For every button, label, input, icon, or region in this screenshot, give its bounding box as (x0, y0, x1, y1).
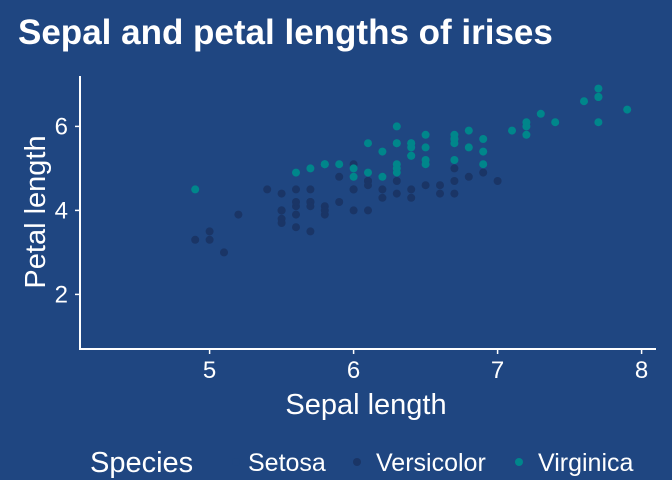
point-versicolor (450, 177, 459, 185)
x-tick-label: 6 (347, 357, 360, 384)
point-versicolor (277, 219, 286, 227)
point-versicolor (407, 193, 416, 202)
point-versicolor (450, 189, 459, 198)
point-virginica (479, 160, 488, 169)
point-virginica (349, 172, 358, 181)
point-versicolor (263, 185, 272, 194)
point-virginica (292, 168, 300, 177)
point-virginica (392, 164, 401, 173)
point-versicolor (479, 168, 488, 177)
point-versicolor (292, 223, 300, 232)
point-versicolor (364, 181, 372, 190)
point-versicolor (320, 206, 329, 215)
point-versicolor (292, 185, 300, 194)
point-virginica (335, 160, 344, 169)
point-virginica (407, 143, 416, 152)
y-tick-label: 2 (55, 281, 68, 308)
x-tick-label: 5 (203, 357, 216, 384)
point-versicolor (378, 185, 387, 194)
point-versicolor (436, 181, 444, 190)
point-virginica (364, 168, 372, 177)
y-axis-ticks: 2 4 6 (55, 113, 80, 308)
point-versicolor (335, 198, 344, 206)
point-virginica (407, 151, 416, 160)
legend-label-versicolor: Versicolor (376, 449, 486, 477)
point-versicolor (306, 227, 315, 236)
x-axis-ticks: 5 6 7 8 (203, 349, 648, 384)
point-versicolor (378, 193, 387, 202)
point-versicolor (306, 185, 315, 194)
point-versicolor (493, 177, 502, 185)
point-versicolor (464, 172, 473, 181)
point-versicolor (436, 189, 444, 198)
chart-title: Sepal and petal lengths of irises (18, 13, 553, 52)
y-tick-label: 4 (55, 197, 68, 224)
point-virginica (479, 135, 488, 143)
point-versicolor (205, 227, 214, 236)
point-virginica (349, 164, 358, 173)
point-versicolor (277, 206, 286, 215)
point-versicolor (407, 185, 416, 194)
point-virginica (421, 130, 430, 139)
point-versicolor (335, 172, 344, 181)
legend-label-setosa: Setosa (248, 449, 326, 477)
point-versicolor (392, 177, 401, 185)
point-virginica (594, 84, 603, 93)
point-versicolor (234, 210, 243, 219)
point-versicolor (349, 206, 358, 215)
x-tick-label: 7 (491, 357, 504, 384)
legend-title: Species (90, 447, 193, 479)
point-virginica (364, 139, 372, 148)
point-versicolor (191, 235, 200, 244)
legend-label-virginica: Virginica (538, 449, 634, 477)
point-virginica (450, 135, 459, 143)
point-virginica (594, 118, 603, 127)
point-virginica (392, 122, 401, 131)
point-virginica (508, 126, 516, 135)
point-versicolor (277, 189, 286, 198)
point-versicolor (220, 248, 228, 257)
point-versicolor (421, 181, 430, 190)
point-virginica (536, 109, 545, 118)
point-virginica (306, 164, 315, 173)
point-versicolor (450, 164, 459, 173)
point-virginica (191, 185, 200, 194)
x-axis-label: Sepal length (285, 389, 446, 421)
y-tick-label: 6 (55, 113, 68, 140)
point-versicolor (292, 210, 300, 219)
point-versicolor (349, 185, 358, 194)
y-axis-label: Petal length (20, 135, 52, 288)
point-virginica (522, 122, 531, 131)
point-virginica (421, 143, 430, 152)
point-virginica (378, 172, 387, 181)
point-versicolor (306, 202, 315, 211)
point-virginica (464, 126, 473, 135)
legend-marker-versicolor (353, 458, 361, 466)
point-virginica (378, 147, 387, 156)
legend: Species Setosa Versicolor Virginica (90, 447, 634, 479)
point-versicolor (292, 198, 300, 206)
point-virginica (464, 143, 473, 152)
point-versicolor (205, 235, 214, 244)
point-virginica (320, 160, 329, 169)
point-virginica (551, 118, 560, 127)
legend-marker-virginica (515, 458, 523, 466)
point-virginica (594, 93, 603, 101)
point-versicolor (364, 206, 372, 215)
point-virginica (421, 156, 430, 164)
point-virginica (479, 147, 488, 156)
legend-marker-setosa (232, 458, 240, 466)
point-virginica (623, 105, 632, 114)
data-points (191, 84, 632, 257)
point-versicolor (392, 189, 401, 198)
point-virginica (450, 156, 459, 164)
point-virginica (522, 130, 531, 139)
x-tick-label: 8 (635, 357, 648, 384)
point-virginica (580, 97, 588, 106)
point-virginica (392, 139, 401, 148)
